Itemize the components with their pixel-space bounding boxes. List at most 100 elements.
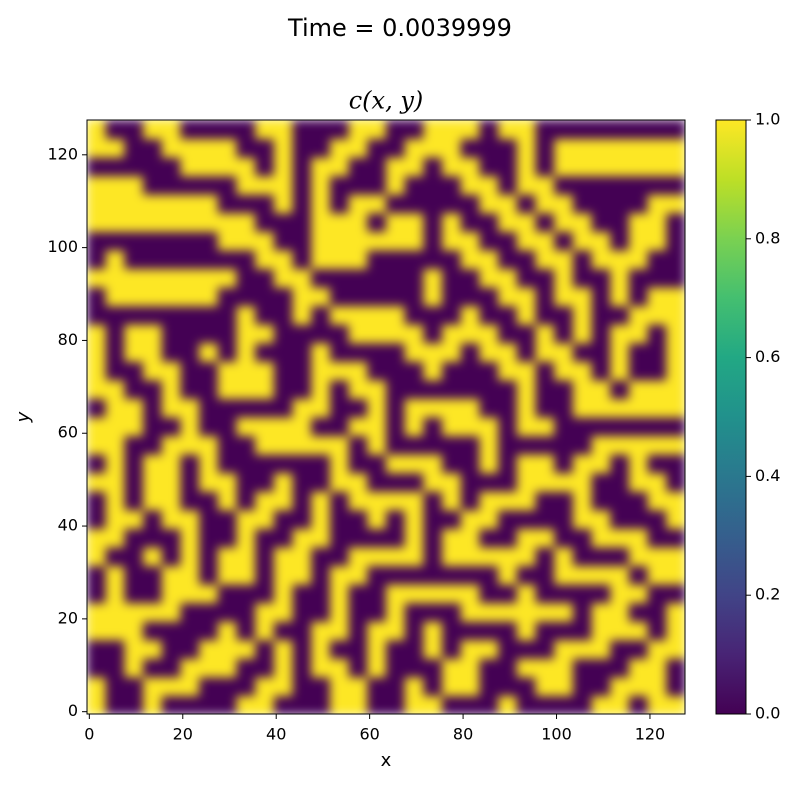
cell [479,287,499,307]
cell [572,120,593,140]
cell [124,120,144,140]
cell [180,138,200,158]
cell [273,621,294,641]
cell [124,212,144,232]
cell [535,268,555,288]
cell [535,120,555,140]
cell [591,138,611,158]
cell [180,120,200,140]
cell [124,342,144,362]
cell [610,584,630,604]
cell [516,602,537,622]
cell [516,361,537,381]
colorbar-tick-label: 0.4 [755,466,780,485]
cell [628,546,649,567]
cell [273,509,294,529]
cell [311,305,331,325]
cell [479,398,499,418]
cell [199,194,219,214]
cell [292,472,312,492]
colorbar-tick-label: 0.6 [755,347,780,366]
cell [292,658,312,678]
cell [516,639,537,659]
cell [367,676,387,697]
cell [666,287,685,307]
cell [423,584,443,604]
cell [666,491,685,511]
cell [404,398,424,418]
cell [386,120,406,140]
cell [236,342,256,362]
cell [404,379,424,400]
cell [273,398,294,418]
suptitle: Time = 0.0039999 [287,14,512,42]
cell [610,621,630,641]
cell [217,120,238,140]
cell [647,454,667,474]
cell [666,379,685,400]
cell [535,658,555,678]
cell [199,491,219,511]
cell [535,231,555,251]
cell [628,361,649,381]
cell [666,584,685,604]
cell [423,120,443,140]
cell [367,157,387,177]
cell [292,509,312,529]
cell [610,231,630,251]
cell [442,695,462,714]
cell [273,287,294,307]
cell [367,305,387,325]
cell [628,138,649,158]
cell [236,379,256,400]
cell [367,287,387,307]
cell [479,361,499,381]
cell [591,249,611,270]
cell [161,212,182,232]
x-tick-label: 80 [453,725,473,744]
cell [460,417,481,437]
cell [87,528,107,548]
cell [591,305,611,325]
cell [535,528,555,548]
cell [554,676,574,697]
cell [554,342,574,362]
cell [423,602,443,622]
cell [143,621,163,641]
cell [647,175,667,195]
cell [386,546,406,567]
cell [479,546,499,567]
cell [423,546,443,567]
cell [610,435,630,455]
cell [554,361,574,381]
cell [647,249,667,270]
cell [161,695,182,714]
cell [404,231,424,251]
cell [572,287,593,307]
cell [479,509,499,529]
cell [610,602,630,622]
cell [292,676,312,697]
colorbar-tick-label: 1.0 [755,110,780,129]
cell [199,305,219,325]
cell [255,472,275,492]
cell [442,157,462,177]
cell [572,342,593,362]
cell [161,621,182,641]
cell [628,417,649,437]
cell [666,212,685,232]
cell [647,621,667,641]
cell [180,157,200,177]
cell [367,417,387,437]
cell [460,324,481,344]
colorbar-frame [715,119,747,715]
cell [591,268,611,288]
cell [386,602,406,622]
cell [236,602,256,622]
cell [423,157,443,177]
x-tick-label: 40 [266,725,286,744]
cell [87,695,107,714]
cell [329,658,350,678]
cell [572,658,593,678]
cell [442,212,462,232]
